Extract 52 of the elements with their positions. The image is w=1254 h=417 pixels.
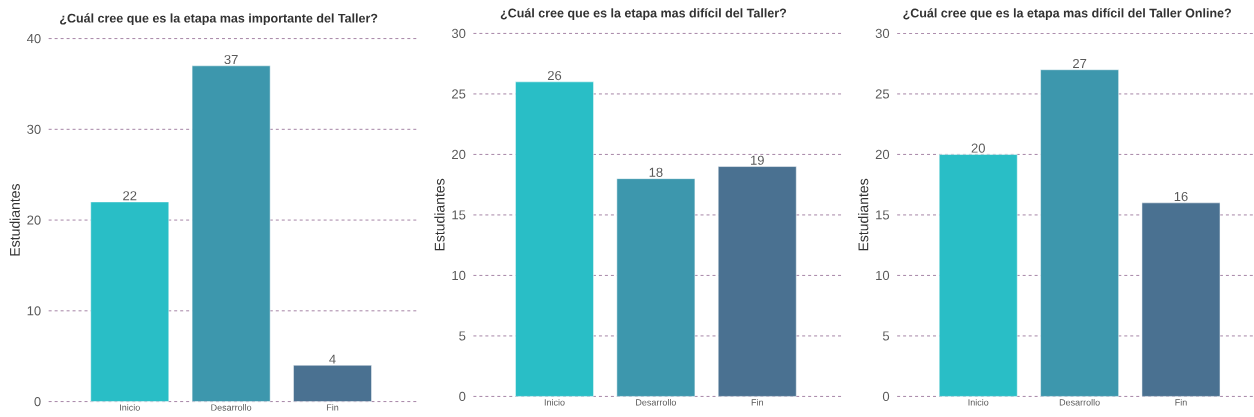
x-tick-label: Inicio bbox=[544, 398, 565, 406]
data-label: 37 bbox=[224, 54, 238, 65]
y-tick-label: 25 bbox=[452, 89, 466, 99]
data-label: 19 bbox=[751, 155, 764, 165]
y-tick-label: 40 bbox=[26, 33, 41, 44]
data-label: 16 bbox=[1174, 191, 1188, 202]
y-tick-label: 30 bbox=[451, 28, 466, 39]
x-tick-label: Fin bbox=[326, 404, 339, 411]
x-tick-label: Fin bbox=[751, 398, 763, 406]
y-tick-label: 10 bbox=[27, 306, 41, 316]
chart-title: ¿Cuál cree que es la etapa mas difícil del Taller Online? bbox=[903, 8, 1231, 20]
data-label: 22 bbox=[123, 191, 137, 201]
x-tick-label: Fin bbox=[1175, 398, 1187, 406]
data-label: 26 bbox=[547, 70, 562, 81]
y-tick-label: 5 bbox=[882, 331, 890, 341]
y-tick-label: 10 bbox=[876, 270, 890, 281]
y-tick-label: 15 bbox=[452, 210, 466, 220]
bar bbox=[938, 154, 1018, 397]
x-tick-label: Desarrollo bbox=[1059, 398, 1100, 406]
data-label: 18 bbox=[649, 167, 663, 177]
y-tick-label: 5 bbox=[459, 331, 466, 341]
y-tick-label: 30 bbox=[875, 28, 890, 39]
bar bbox=[90, 201, 170, 402]
y-axis-title: Estudiantes bbox=[9, 184, 20, 256]
bar bbox=[1141, 202, 1221, 397]
y-tick-label: 0 bbox=[882, 391, 890, 402]
y-axis-title: Estudiantes bbox=[858, 178, 869, 251]
y-tick-label: 30 bbox=[27, 124, 41, 134]
y-tick-label: 20 bbox=[27, 215, 41, 225]
data-label: 4 bbox=[329, 354, 336, 364]
y-tick-label: 0 bbox=[459, 391, 466, 402]
y-tick-label: 10 bbox=[452, 270, 466, 281]
data-label: 27 bbox=[1073, 58, 1087, 69]
y-tick-label: 0 bbox=[34, 396, 41, 407]
data-label: 20 bbox=[971, 143, 985, 153]
bar bbox=[616, 178, 696, 397]
bar bbox=[717, 166, 797, 397]
x-tick-label: Desarrollo bbox=[211, 404, 252, 411]
y-tick-label: 20 bbox=[875, 149, 890, 160]
bar bbox=[1040, 69, 1119, 397]
bar bbox=[191, 65, 271, 402]
y-tick-label: 20 bbox=[452, 149, 466, 160]
x-tick-label: Inicio bbox=[968, 398, 989, 406]
bar bbox=[515, 81, 594, 397]
y-axis-title: Estudiantes bbox=[434, 178, 445, 251]
y-tick-label: 25 bbox=[875, 89, 890, 99]
x-tick-label: Inicio bbox=[120, 404, 140, 411]
y-tick-label: 15 bbox=[876, 210, 890, 220]
chart-title: ¿Cuál cree que es la etapa mas importante del Taller? bbox=[60, 13, 378, 26]
chart-title: ¿Cuál cree que es la etapa mas difícil del Taller? bbox=[500, 8, 787, 20]
bar bbox=[293, 365, 372, 402]
x-tick-label: Desarrollo bbox=[636, 398, 676, 406]
